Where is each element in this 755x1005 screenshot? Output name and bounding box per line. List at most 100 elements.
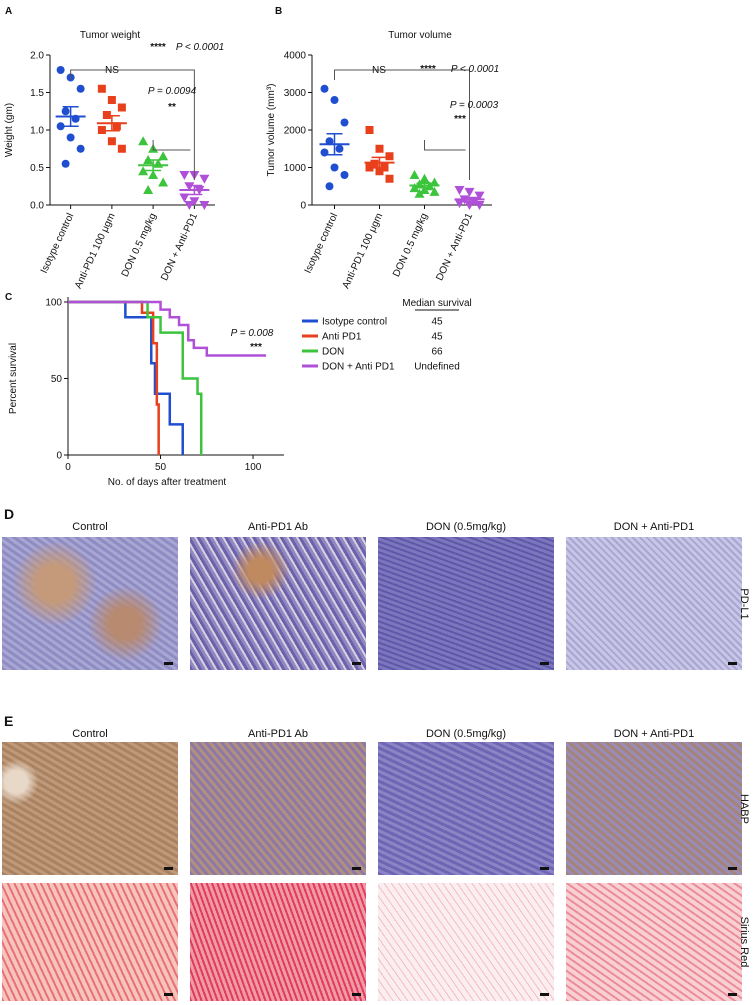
- chart-title: Tumor volume: [388, 30, 452, 41]
- point: [97, 126, 106, 134]
- point: [375, 167, 384, 176]
- point: [474, 201, 485, 210]
- column-title: DON + Anti-PD1: [613, 521, 695, 533]
- annotation: ****: [150, 42, 166, 53]
- column-title: Anti-PD1 Ab: [248, 728, 308, 740]
- y-tick-label: 0.0: [30, 201, 44, 212]
- panel-letter: A: [5, 6, 12, 17]
- y-tick-label: 2000: [284, 126, 307, 137]
- point: [158, 177, 169, 187]
- annotation: ***: [250, 342, 262, 353]
- point: [143, 185, 154, 194]
- annotation: NS: [105, 65, 119, 76]
- x-tick-label: DON 0.5 mg/kg: [120, 212, 159, 279]
- y-tick-label: 0: [56, 451, 62, 462]
- legend-label: DON: [322, 347, 344, 358]
- y-tick-label: 4000: [284, 51, 307, 62]
- sem-bar: [103, 115, 120, 132]
- point: [464, 201, 475, 210]
- chart-title: Tumor weight: [80, 30, 140, 41]
- point: [365, 163, 374, 172]
- y-tick-label: 3000: [284, 88, 307, 99]
- micrograph: [566, 883, 742, 1001]
- annotation: NS: [372, 65, 386, 76]
- annotation: ****: [420, 64, 436, 75]
- micrograph: [190, 537, 366, 670]
- annotation: P < 0.0001: [451, 64, 499, 75]
- x-tick-label: Isotype control: [303, 212, 340, 276]
- point: [340, 171, 349, 179]
- point: [330, 96, 339, 104]
- row-label: HABP: [738, 793, 750, 824]
- annotation: P = 0.0003: [450, 100, 499, 111]
- point: [335, 144, 344, 153]
- sem-bar: [145, 159, 162, 172]
- y-tick-label: 0: [300, 201, 306, 212]
- legend-label: DON + Anti PD1: [322, 362, 395, 373]
- point: [61, 107, 70, 116]
- point: [320, 84, 329, 93]
- micrograph: [378, 883, 554, 1001]
- point: [184, 182, 195, 192]
- micrograph: [2, 537, 178, 670]
- y-tick-label: 2.0: [30, 51, 44, 62]
- point: [138, 166, 149, 176]
- point: [107, 137, 116, 146]
- legend-label: Isotype control: [322, 317, 387, 328]
- y-tick-label: 50: [51, 374, 63, 385]
- y-tick-label: 100: [45, 298, 62, 309]
- y-tick-label: 1.5: [30, 88, 44, 99]
- x-tick-label: 100: [245, 462, 262, 473]
- point: [107, 96, 116, 104]
- sem-bar: [416, 182, 433, 189]
- charts: A Tumor weight Weight (gm) 0.0 0.5 1.0 1.5 2.0 I…: [4, 6, 499, 488]
- point: [61, 159, 70, 168]
- survival-line: [68, 300, 203, 455]
- point: [76, 84, 85, 93]
- point: [184, 201, 195, 210]
- point: [429, 186, 440, 196]
- point: [66, 133, 75, 142]
- y-axis-label: Tumor volume (mm³): [266, 84, 277, 177]
- point: [76, 144, 85, 153]
- point: [330, 163, 339, 172]
- column-title: Control: [72, 521, 108, 533]
- x-tick-label: Anti-PD1 100 μgm: [341, 212, 386, 291]
- sem-bar: [461, 196, 478, 202]
- point: [414, 188, 425, 198]
- annotation: ***: [454, 114, 466, 125]
- point: [464, 187, 475, 197]
- point: [112, 122, 121, 131]
- row-label: PD-L1: [738, 587, 750, 620]
- point: [117, 103, 126, 112]
- survival-line: [68, 300, 184, 455]
- point: [409, 170, 420, 179]
- point: [158, 151, 169, 161]
- point: [138, 136, 149, 146]
- point: [97, 84, 106, 93]
- bracket: [424, 140, 466, 151]
- survival-line: [68, 300, 160, 455]
- legend-median: 45: [431, 317, 443, 328]
- y-tick-label: 1000: [284, 163, 307, 174]
- legend-header: Median survival: [402, 298, 471, 309]
- annotation: P = 0.008: [231, 328, 274, 339]
- x-tick-label: Anti-PD1 100 μgm: [73, 212, 118, 291]
- x-axis-label: No. of days after treatment: [108, 477, 227, 488]
- point: [474, 191, 485, 201]
- legend-median: 66: [431, 347, 443, 358]
- point: [365, 126, 374, 134]
- column-title: DON (0.5mg/kg): [425, 521, 507, 533]
- point: [340, 118, 349, 127]
- row-label: Sirius Red: [738, 916, 750, 968]
- point: [375, 144, 384, 153]
- x-tick-label: Isotype control: [39, 212, 76, 276]
- panel-letter: E: [4, 713, 14, 729]
- y-axis-label: Percent survival: [8, 343, 19, 414]
- sem-bar: [186, 184, 203, 196]
- x-tick-label: DON + Anti-PD1: [159, 211, 200, 282]
- column-title: Control: [72, 728, 108, 740]
- panel-letter: C: [5, 292, 12, 303]
- x-tick-label: DON + Anti-PD1: [434, 211, 475, 282]
- panel-letter: B: [275, 6, 282, 17]
